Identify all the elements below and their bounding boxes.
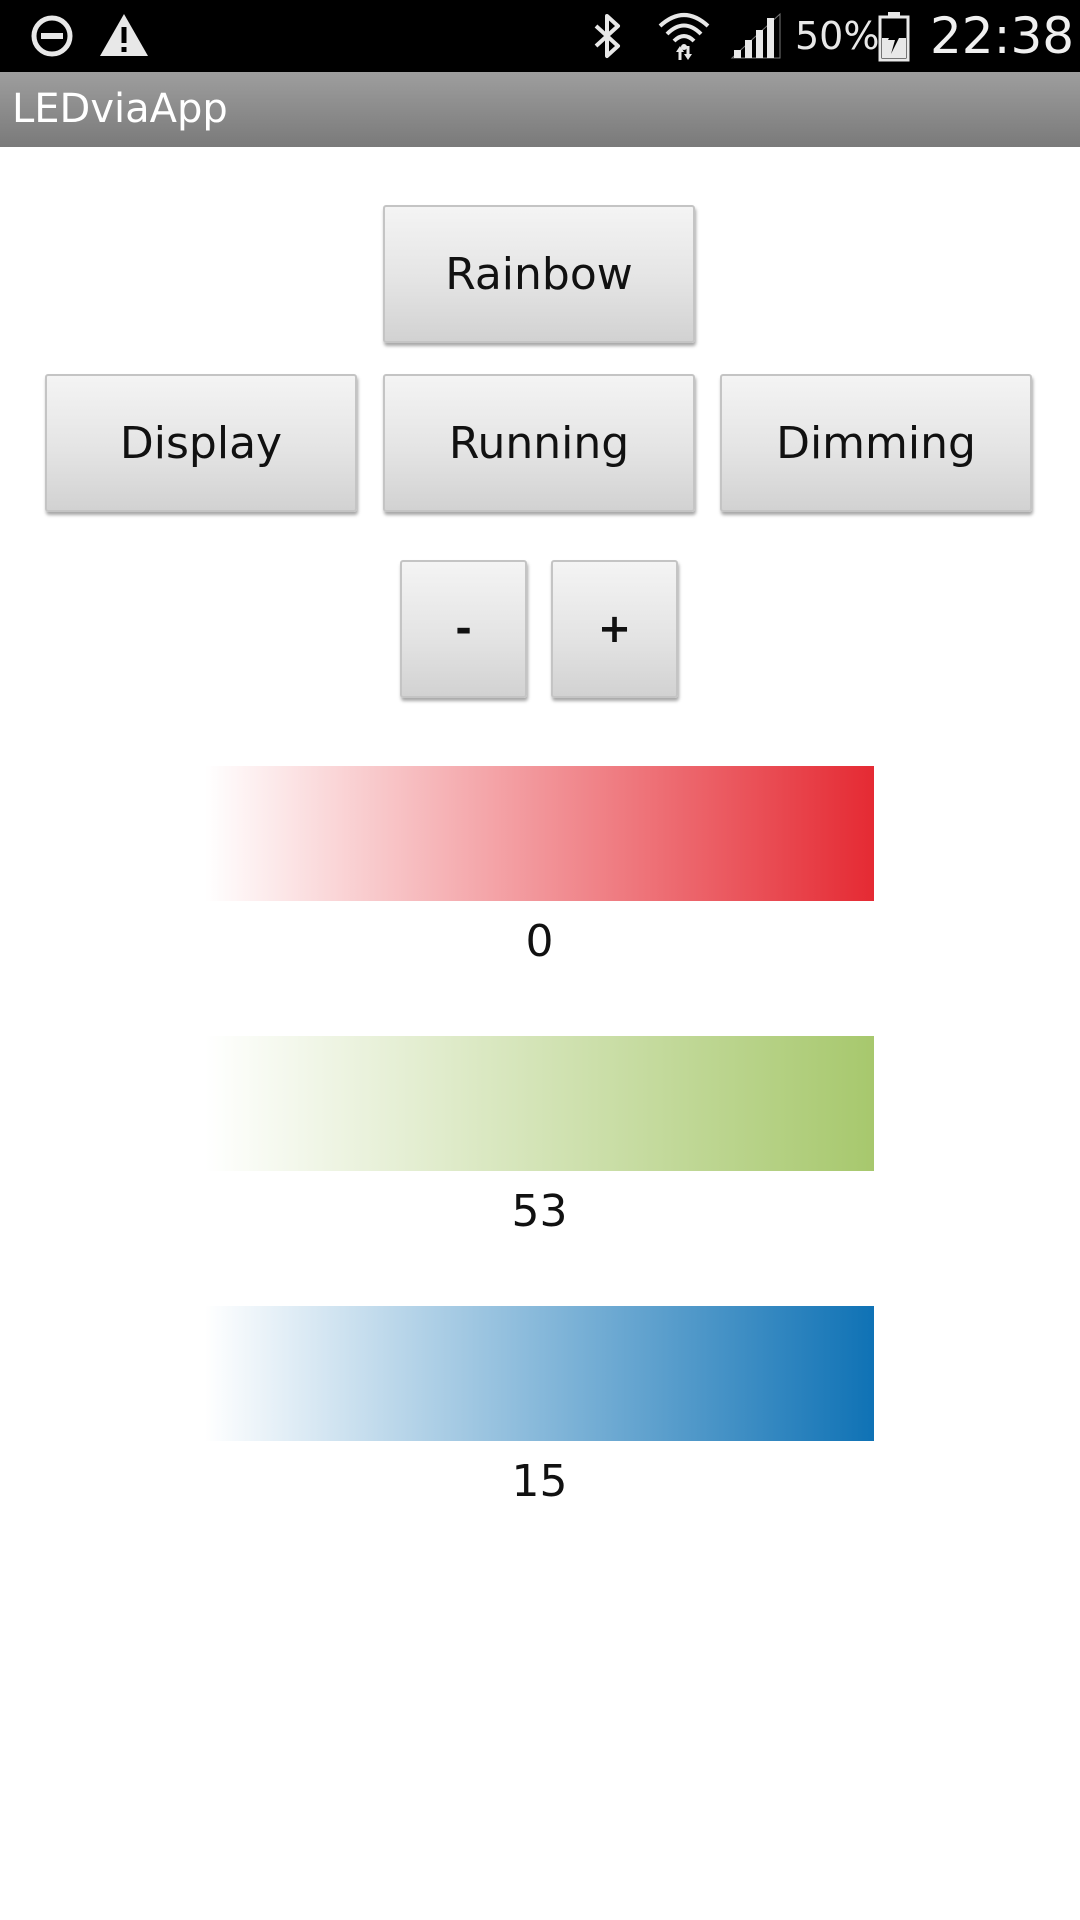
app-title: LEDviaApp [12, 86, 228, 132]
bluetooth-icon [594, 14, 620, 58]
increase-button[interactable]: + [551, 560, 678, 698]
action-bar: LEDviaApp [0, 72, 1080, 147]
red-color-bar[interactable] [205, 766, 874, 901]
dimming-button[interactable]: Dimming [720, 374, 1032, 512]
wifi-icon [658, 13, 710, 60]
battery-percentage: 50% [795, 14, 880, 58]
clock: 22:38 [930, 7, 1075, 65]
green-color-bar[interactable] [205, 1036, 874, 1171]
green-value: 53 [511, 1186, 568, 1237]
warning-icon [100, 14, 148, 56]
rainbow-button[interactable]: Rainbow [383, 205, 695, 343]
battery-icon [878, 12, 910, 62]
blue-value: 15 [511, 1456, 568, 1507]
blue-color-bar[interactable] [205, 1306, 874, 1441]
running-button[interactable]: Running [383, 374, 695, 512]
status-bar: 50% 22:38 [0, 0, 1080, 72]
red-value: 0 [525, 916, 554, 967]
display-button[interactable]: Display [45, 374, 357, 512]
decrease-button[interactable]: - [400, 560, 527, 698]
signal-icon [730, 12, 781, 59]
do-not-disturb-icon [31, 15, 73, 57]
